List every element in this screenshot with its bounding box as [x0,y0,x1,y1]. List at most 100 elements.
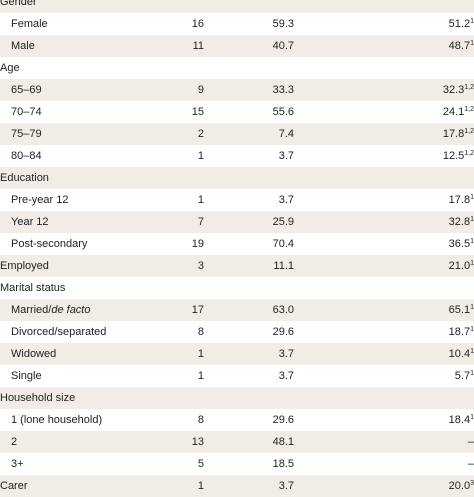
reference-value: – [467,436,474,448]
label-text: Year 12 [11,216,49,228]
count-cell: 1 [150,343,204,365]
count-cell: 19 [191,238,204,250]
table-row: Married/de facto 17 63.0 65.11 [0,299,474,321]
count-cell: 5 [197,458,204,470]
table-row: 80–84 1 3.7 12.51,2 [0,145,474,167]
footnote-marker: 1 [470,260,474,267]
reference-value: 17.8 [448,194,471,206]
count-cell: 11 [150,35,204,57]
reference-cell: 18.71 [294,321,474,343]
footnote-marker: 1,2 [464,84,474,91]
label-text: Pre-year 12 [11,194,69,206]
table-row: Single 1 3.7 5.71 [0,365,474,387]
reference-value: 18.7 [448,326,471,338]
count-cell: 1 [150,475,204,497]
reference-value: 36.5 [448,238,471,250]
count-cell: 7 [150,211,204,233]
reference-cell: 12.51,2 [294,145,474,167]
section-label: Age [0,57,150,79]
label-text: 65–69 [11,84,42,96]
reference-cell [294,57,474,79]
row-label: Post-secondary [0,233,150,255]
reference-cell: 10.41 [294,343,474,365]
reference-cell: 51.21 [294,13,474,35]
reference-cell: 36.51 [294,233,474,255]
row-label: Carer [0,475,150,497]
table-row: Pre-year 12 1 3.7 17.81 [0,189,474,211]
reference-cell: – [294,431,474,453]
label-text: Carer [0,480,28,492]
row-label: 65–69 [0,79,150,101]
table-row: Year 12 7 25.9 32.81 [0,211,474,233]
percent-cell [204,277,294,299]
reference-cell: 5.71 [294,365,474,387]
row-label: 3+ [0,453,150,475]
percent-cell: 11.1 [204,255,294,277]
percent-cell: 29.6 [272,326,294,338]
percent-cell: 59.3 [272,18,294,30]
percent-cell [204,0,294,13]
reference-value: – [467,458,474,470]
reference-value: 10.4 [448,348,471,360]
reference-value: 18.4 [448,414,471,426]
count-cell: 1 [197,150,204,162]
row-label: 70–74 [0,101,150,123]
count-cell [150,277,204,299]
section-label: Marital status [0,277,150,299]
section-label: Household size [0,387,150,409]
row-label: 2 [0,431,150,453]
percent-cell: 3.7 [204,343,294,365]
footnote-marker: 3 [470,480,474,487]
label-text: 70–74 [11,106,42,118]
label-emphasis: de facto [51,304,91,316]
reference-value: 65.1 [448,304,471,316]
table-row: 2 13 48.1 – [0,431,474,453]
table-row: Employed 3 11.1 21.01 [0,255,474,277]
percent-cell: 55.6 [272,106,294,118]
count-cell: 16 [191,18,204,30]
row-label: Single [0,365,150,387]
count-cell: 1 [197,194,204,206]
footnote-marker: 1 [470,18,474,25]
label-text: Gender [0,0,37,8]
table-row: Divorced/separated 8 29.6 18.71 [0,321,474,343]
reference-cell: 32.31,2 [294,79,474,101]
label-text: Male [11,40,35,52]
count-cell: 9 [150,79,204,101]
percent-cell: 3.7 [278,150,294,162]
count-cell: 17 [150,299,204,321]
label-text: 2 [11,436,18,448]
percent-cell: 25.9 [204,211,294,233]
footnote-marker: 1 [470,348,474,355]
row-label: Female [0,13,150,35]
reference-value: 51.2 [448,18,471,30]
label-text: Employed [0,260,49,272]
label-text: Female [11,18,48,30]
reference-cell: 21.01 [294,255,474,277]
count-cell [150,167,204,189]
table-row: 70–74 15 55.6 24.11,2 [0,101,474,123]
label-text: 75–79 [11,128,42,140]
percent-cell: 70.4 [272,238,294,250]
footnote-marker: 1 [470,194,474,201]
reference-cell: 20.03 [294,475,474,497]
row-label: 1 (lone household) [0,409,150,431]
percent-cell: 63.0 [204,299,294,321]
reference-value: 24.1 [442,106,465,118]
count-cell [150,387,204,409]
table-row: 1 (lone household) 8 29.6 18.41 [0,409,474,431]
count-cell [150,0,204,13]
count-cell: 13 [150,431,204,453]
table-row: 65–69 9 33.3 32.31,2 [0,79,474,101]
row-label: Widowed [0,343,150,365]
reference-cell [294,0,474,13]
label-text: Single [11,370,42,382]
label-text: 1 (lone household) [11,414,103,426]
reference-cell: 65.11 [294,299,474,321]
label-text: 3+ [11,458,24,470]
footnote-marker: 1 [470,216,474,223]
percent-cell: 3.7 [204,475,294,497]
label-text: Marital status [0,282,66,294]
count-cell: 8 [197,414,204,426]
